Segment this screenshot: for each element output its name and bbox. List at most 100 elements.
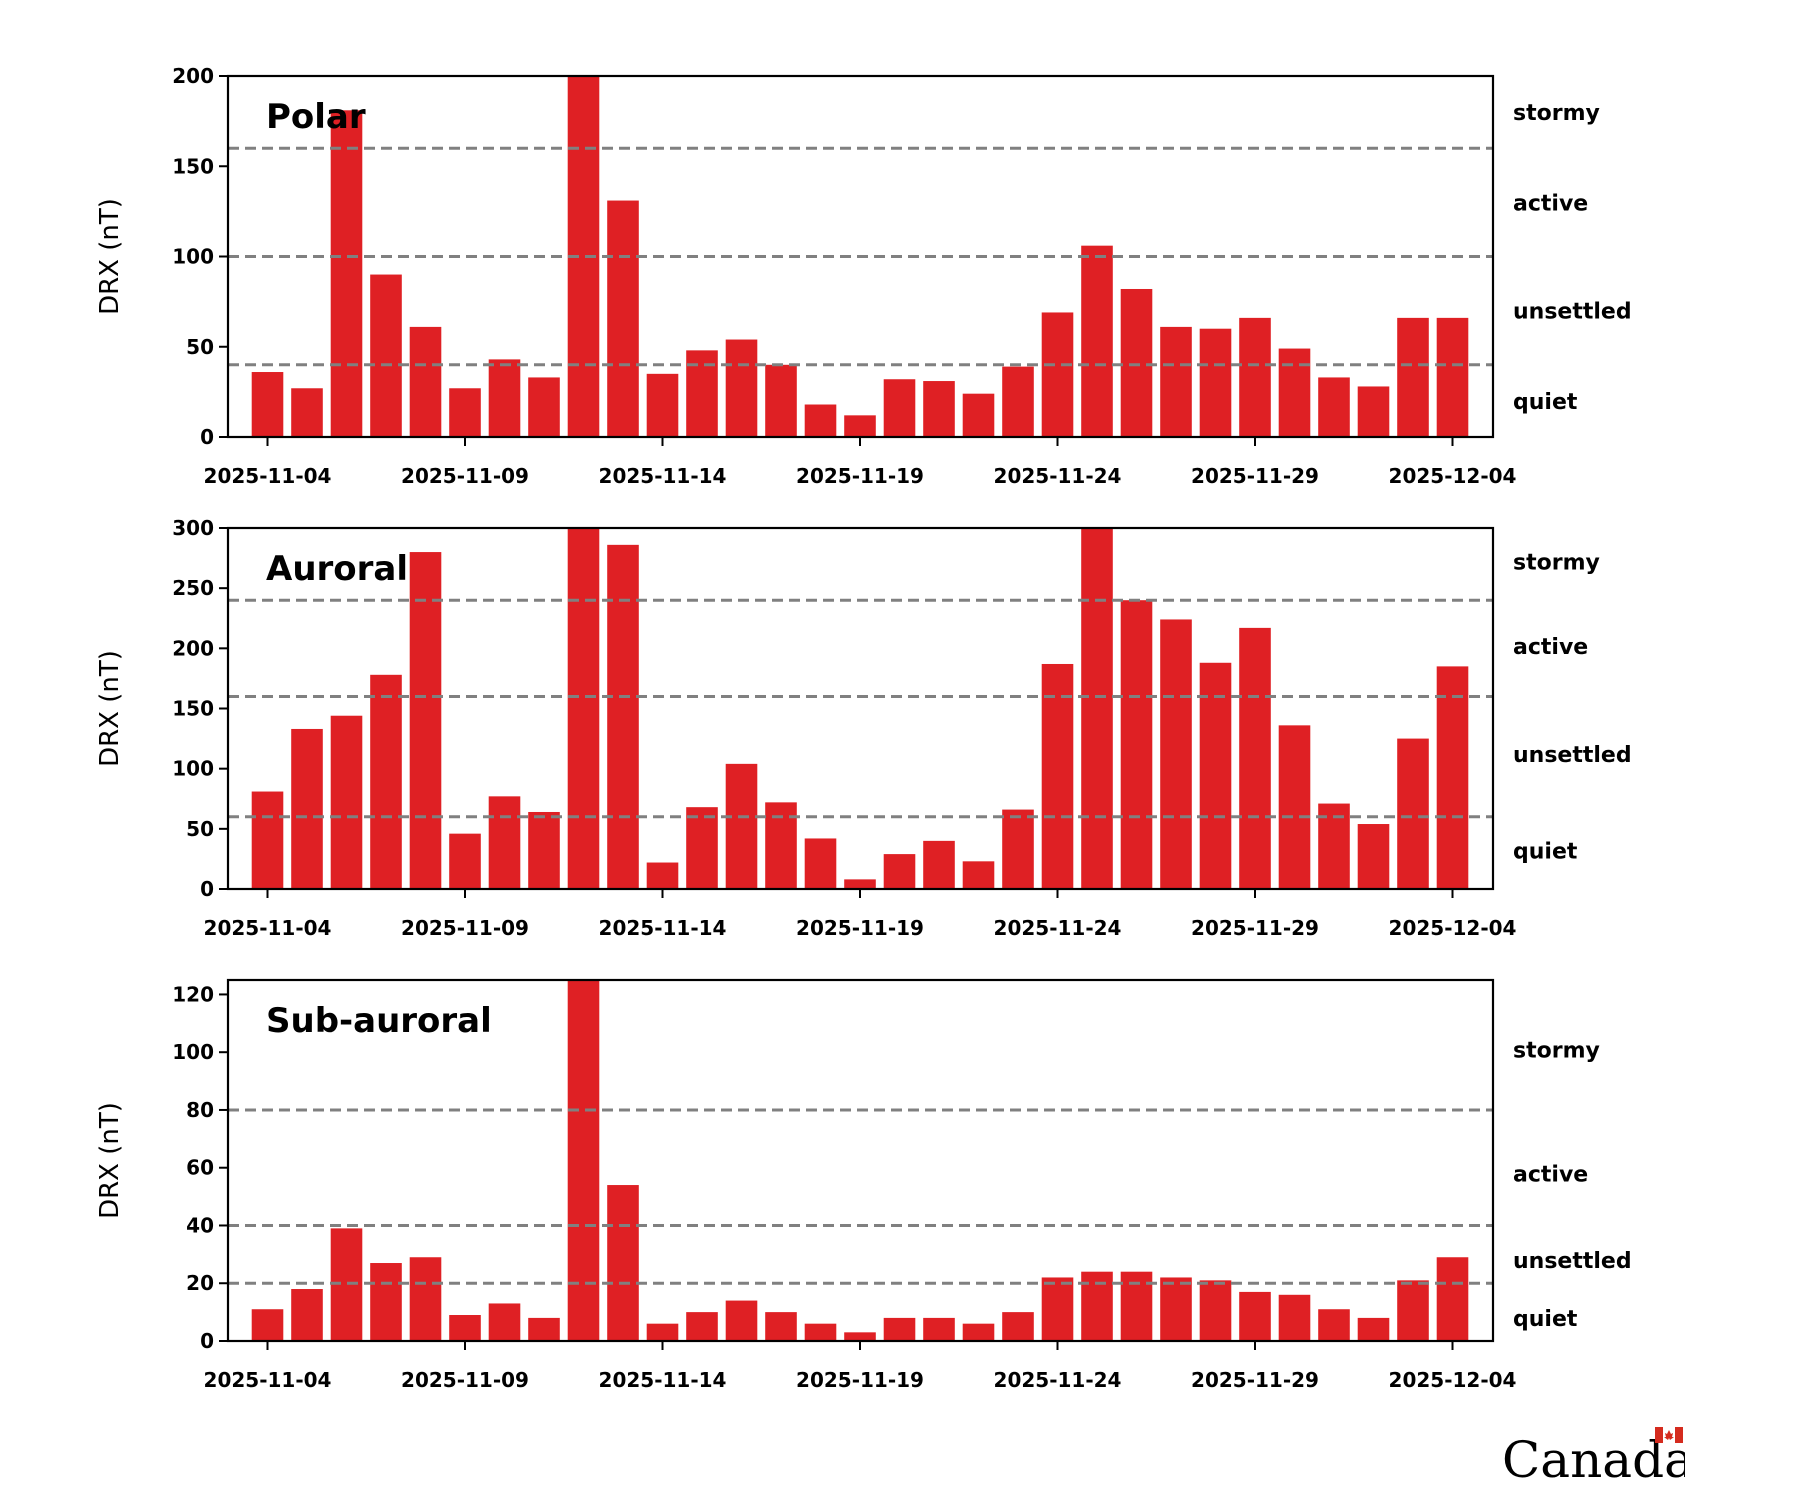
xtick-label-auroral-2025-12-04: 2025-12-04 bbox=[1389, 916, 1517, 940]
bar-auroral-2025-11-11 bbox=[528, 811, 560, 889]
bar-sub-auroral-2025-11-13 bbox=[607, 1185, 639, 1341]
bar-auroral-2025-11-24 bbox=[1041, 663, 1074, 889]
level-label-sub-auroral-unsettled: unsettled bbox=[1513, 1249, 1632, 1274]
bar-auroral-2025-11-23 bbox=[1002, 809, 1034, 889]
ytick-label-sub-auroral-20: 20 bbox=[186, 1271, 214, 1295]
bar-auroral-2025-11-08 bbox=[409, 552, 442, 889]
level-label-sub-auroral-stormy: stormy bbox=[1513, 1038, 1600, 1063]
bar-polar-2025-11-06 bbox=[330, 110, 363, 438]
bar-auroral-2025-11-26 bbox=[1120, 600, 1153, 889]
xtick-label-polar-2025-11-19: 2025-11-19 bbox=[796, 464, 924, 488]
bar-polar-2025-11-13 bbox=[607, 200, 639, 437]
ytick-label-sub-auroral-120: 120 bbox=[172, 982, 214, 1006]
xtick-label-sub-auroral-2025-11-19: 2025-11-19 bbox=[796, 1368, 924, 1392]
bar-sub-auroral-2025-12-04 bbox=[1436, 1257, 1469, 1341]
level-label-auroral-unsettled: unsettled bbox=[1513, 743, 1632, 768]
ytick-label-auroral-250: 250 bbox=[172, 576, 214, 600]
ytick-label-polar-200: 200 bbox=[172, 64, 214, 88]
xtick-label-polar-2025-11-24: 2025-11-24 bbox=[994, 464, 1122, 488]
bar-sub-auroral-2025-12-01 bbox=[1318, 1309, 1350, 1341]
bar-polar-2025-11-22 bbox=[962, 393, 995, 437]
bar-sub-auroral-2025-11-05 bbox=[291, 1289, 323, 1341]
bar-auroral-2025-11-18 bbox=[804, 838, 837, 889]
bar-polar-2025-11-14 bbox=[646, 373, 679, 437]
xtick-label-auroral-2025-11-24: 2025-11-24 bbox=[994, 916, 1122, 940]
bar-polar-2025-11-05 bbox=[291, 388, 323, 437]
panel-title-auroral: Auroral bbox=[266, 549, 408, 589]
level-label-polar-quiet: quiet bbox=[1513, 390, 1578, 415]
ytick-label-auroral-300: 300 bbox=[172, 516, 214, 540]
ytick-label-polar-150: 150 bbox=[172, 154, 214, 178]
bar-auroral-2025-11-20 bbox=[883, 854, 916, 889]
yaxis-label-polar: DRX (nT) bbox=[95, 198, 125, 315]
bar-sub-auroral-2025-11-30 bbox=[1278, 1294, 1311, 1341]
bar-auroral-2025-11-19 bbox=[844, 879, 876, 889]
canadian-flag-icon bbox=[1655, 1427, 1683, 1443]
ytick-label-auroral-0: 0 bbox=[200, 877, 214, 901]
bar-auroral-2025-12-04 bbox=[1436, 666, 1469, 889]
bar-sub-auroral-2025-11-23 bbox=[1002, 1312, 1034, 1341]
bar-sub-auroral-2025-11-19 bbox=[844, 1332, 876, 1341]
ytick-label-sub-auroral-40: 40 bbox=[186, 1213, 214, 1237]
bar-polar-2025-11-18 bbox=[804, 404, 837, 437]
bar-polar-2025-12-04 bbox=[1436, 317, 1469, 437]
xtick-label-sub-auroral-2025-11-14: 2025-11-14 bbox=[599, 1368, 727, 1392]
xtick-label-auroral-2025-11-04: 2025-11-04 bbox=[204, 916, 332, 940]
bar-auroral-2025-11-09 bbox=[449, 833, 481, 889]
bar-polar-2025-11-27 bbox=[1160, 326, 1192, 437]
xtick-label-polar-2025-11-09: 2025-11-09 bbox=[401, 464, 529, 488]
bar-polar-2025-11-10 bbox=[488, 359, 521, 437]
bar-auroral-2025-11-05 bbox=[291, 728, 323, 889]
xtick-label-sub-auroral-2025-12-04: 2025-12-04 bbox=[1389, 1368, 1517, 1392]
panel-title-sub-auroral: Sub-auroral bbox=[266, 1001, 492, 1041]
xtick-label-polar-2025-12-04: 2025-12-04 bbox=[1389, 464, 1517, 488]
level-label-polar-stormy: stormy bbox=[1513, 101, 1600, 126]
bar-sub-auroral-2025-11-28 bbox=[1199, 1280, 1232, 1341]
bar-polar-2025-11-23 bbox=[1002, 366, 1034, 437]
bar-polar-2025-11-08 bbox=[409, 326, 442, 437]
xtick-label-sub-auroral-2025-11-24: 2025-11-24 bbox=[994, 1368, 1122, 1392]
bar-auroral-2025-11-14 bbox=[646, 862, 679, 889]
level-label-sub-auroral-active: active bbox=[1513, 1162, 1588, 1187]
bar-sub-auroral-2025-11-27 bbox=[1160, 1277, 1192, 1341]
ytick-label-polar-100: 100 bbox=[172, 245, 214, 269]
bar-polar-2025-11-19 bbox=[844, 415, 876, 437]
bar-auroral-2025-11-04 bbox=[251, 791, 284, 889]
ytick-label-sub-auroral-60: 60 bbox=[186, 1156, 214, 1180]
bar-sub-auroral-2025-11-14 bbox=[646, 1323, 679, 1341]
bar-polar-2025-12-01 bbox=[1318, 377, 1350, 437]
xtick-label-polar-2025-11-29: 2025-11-29 bbox=[1191, 464, 1319, 488]
bar-auroral-2025-11-10 bbox=[488, 796, 521, 889]
bar-polar-2025-11-30 bbox=[1278, 348, 1311, 437]
level-label-auroral-stormy: stormy bbox=[1513, 551, 1600, 576]
bar-auroral-2025-12-02 bbox=[1357, 824, 1390, 889]
yaxis-label-sub-auroral: DRX (nT) bbox=[95, 1102, 125, 1219]
level-label-polar-active: active bbox=[1513, 191, 1588, 216]
bar-sub-auroral-2025-11-07 bbox=[370, 1263, 402, 1341]
bar-sub-auroral-2025-11-08 bbox=[409, 1257, 442, 1341]
bar-polar-2025-12-02 bbox=[1357, 386, 1390, 437]
xtick-label-polar-2025-11-04: 2025-11-04 bbox=[204, 464, 332, 488]
ytick-label-sub-auroral-80: 80 bbox=[186, 1098, 214, 1122]
bar-polar-2025-11-09 bbox=[449, 388, 481, 437]
ytick-label-polar-0: 0 bbox=[200, 425, 214, 449]
bar-sub-auroral-2025-11-10 bbox=[488, 1303, 521, 1341]
bar-polar-2025-11-24 bbox=[1041, 312, 1074, 437]
bar-polar-2025-12-03 bbox=[1397, 317, 1429, 437]
bar-sub-auroral-2025-11-21 bbox=[923, 1317, 955, 1341]
bar-sub-auroral-2025-11-20 bbox=[883, 1317, 916, 1341]
xtick-label-auroral-2025-11-19: 2025-11-19 bbox=[796, 916, 924, 940]
ytick-label-auroral-150: 150 bbox=[172, 697, 214, 721]
ytick-label-sub-auroral-100: 100 bbox=[172, 1040, 214, 1064]
canada-wordmark-text: Canada bbox=[1502, 1431, 1685, 1485]
bar-sub-auroral-2025-11-17 bbox=[765, 1312, 797, 1341]
level-label-polar-unsettled: unsettled bbox=[1513, 300, 1632, 325]
bar-auroral-2025-12-03 bbox=[1397, 738, 1429, 889]
bar-polar-2025-11-04 bbox=[251, 372, 284, 437]
bar-auroral-2025-11-21 bbox=[923, 840, 955, 889]
bar-sub-auroral-2025-11-16 bbox=[725, 1300, 758, 1341]
bar-sub-auroral-2025-12-03 bbox=[1397, 1280, 1429, 1341]
xtick-label-auroral-2025-11-09: 2025-11-09 bbox=[401, 916, 529, 940]
panel-polar: 0 50 100 150 200 2025-11-04 2025-11-09 2025-11-… bbox=[95, 64, 1632, 488]
